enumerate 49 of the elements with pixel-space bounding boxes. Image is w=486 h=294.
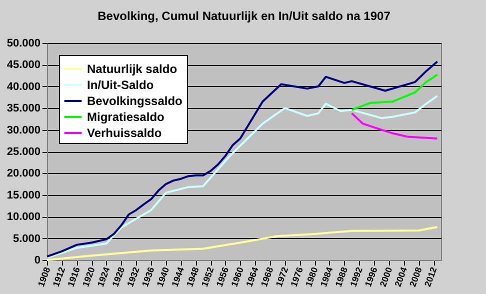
x-tick-label: 1976: [288, 266, 305, 288]
y-tick-label: 35.000: [6, 102, 40, 115]
y-tick-label: 30.000: [6, 124, 40, 136]
x-tick-label: 1908: [36, 266, 52, 288]
x-tick-label: 1940: [154, 266, 172, 288]
x-tick-label: 1984: [318, 266, 335, 288]
x-tick-label: 1924: [95, 266, 112, 288]
line-series: [350, 112, 438, 140]
legend-label: Verhuissaldo: [87, 126, 162, 140]
x-tick-label: 1964: [244, 266, 260, 288]
x-tick-label: 1972: [274, 266, 290, 288]
y-tick-label: 45.000: [6, 59, 40, 72]
legend-label: Migratiesaldo: [87, 110, 164, 124]
x-tick-label: 1944: [170, 266, 186, 288]
x-tick-label: 2004: [392, 266, 410, 288]
y-tick-label: 20.000: [6, 168, 40, 180]
line-series: [46, 94, 438, 259]
x-tick-label: 1952: [200, 266, 216, 288]
y-tick-label: 10.000: [6, 211, 40, 224]
x-tick-label: 1956: [214, 266, 231, 288]
y-tick-label: 25.000: [6, 146, 40, 158]
x-tick-label: 1928: [110, 266, 127, 288]
y-tick-label: 50.000: [6, 38, 40, 50]
x-tick-label: 1988: [333, 266, 350, 288]
x-tick-label: 1960: [229, 266, 246, 288]
chart-title: Bevolking, Cumul Natuurlijk en In/Uit saldo na 1907: [98, 9, 391, 23]
x-tick-label: 1912: [50, 266, 68, 288]
x-tick-label: 1932: [125, 266, 142, 288]
y-tick-label: 40.000: [6, 80, 40, 93]
x-tick-label: 1980: [304, 266, 320, 288]
y-tick-label: 0: [34, 254, 40, 266]
y-tick-label: 15.000: [6, 189, 40, 202]
x-tick-label: 2012: [422, 266, 439, 288]
x-tick-label: 1948: [184, 266, 201, 288]
legend-label: Bevolkingssaldo: [87, 94, 182, 108]
x-tick-label: 2008: [408, 266, 424, 288]
x-tick-label: 1920: [80, 266, 97, 288]
x-tick-label: 1992: [348, 266, 364, 288]
legend-label: Natuurlijk saldo: [87, 62, 178, 76]
legend-label: In/Uit-Saldo: [87, 78, 154, 92]
x-tick-label: 2000: [378, 266, 394, 288]
line-series: [46, 226, 438, 261]
line-series: [350, 74, 438, 111]
x-tick-label: 1916: [66, 266, 82, 288]
y-tick-label: 5.000: [12, 232, 40, 245]
x-tick-label: 1968: [258, 266, 276, 288]
line-series: [46, 60, 438, 258]
x-tick-label: 1996: [363, 266, 380, 288]
x-tick-label: 1936: [140, 266, 156, 288]
